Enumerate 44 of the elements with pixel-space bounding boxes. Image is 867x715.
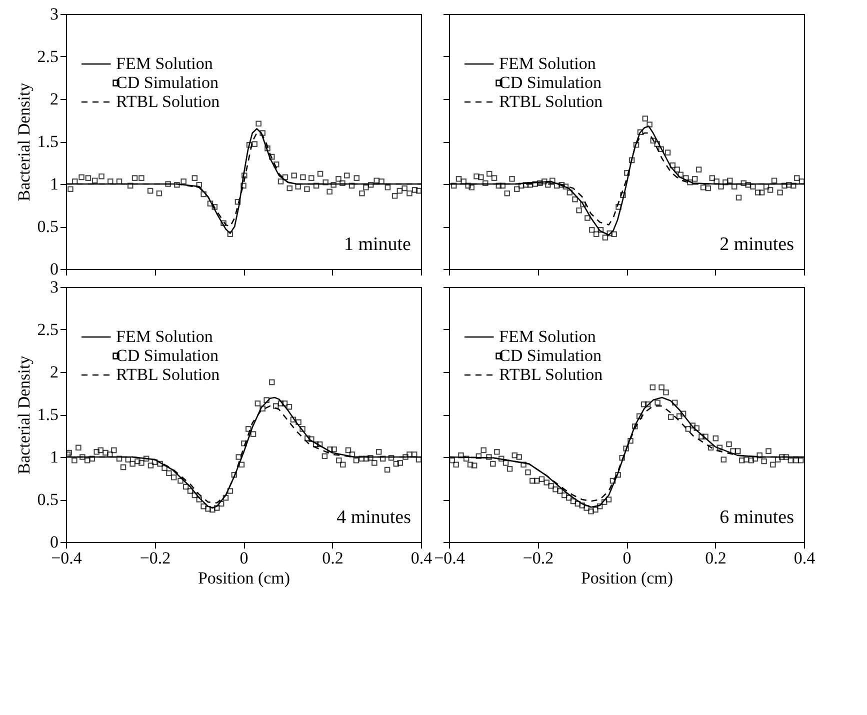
y-tick-label: 3	[50, 4, 58, 24]
y-tick-label: 3	[50, 278, 58, 296]
x-tick-label: 0	[240, 548, 248, 568]
y-tick-label: 0.5	[37, 490, 58, 509]
y-axis-title: Bacterial Density	[14, 82, 34, 202]
y-tick-label: 1.5	[37, 132, 58, 151]
y-tick-label: 1	[50, 448, 58, 466]
annotation: 4 minutes	[336, 507, 411, 528]
x-axis-title: Position (cm)	[198, 568, 290, 588]
x-tick-label: −0.4	[51, 548, 82, 568]
y-tick-label: 2.5	[37, 320, 58, 339]
legend-label: CD Simulation	[116, 73, 219, 92]
x-tick-label: −0.2	[140, 548, 171, 568]
legend-label: FEM Solution	[499, 54, 596, 73]
annotation: 1 minute	[344, 234, 411, 255]
y-tick-label: 0.5	[37, 217, 58, 236]
x-tick-label: 0.4	[410, 548, 433, 568]
annotation: 2 minutes	[720, 234, 794, 255]
legend-label: CD Simulation	[116, 346, 219, 365]
x-tick-label: −0.4	[434, 548, 466, 568]
x-tick-label: 0	[622, 548, 632, 568]
legend-label: CD Simulation	[499, 346, 602, 365]
legend-label: RTBL Solution	[116, 365, 220, 384]
y-tick-label: 1	[50, 174, 58, 194]
legend-label: RTBL Solution	[499, 365, 604, 384]
y-tick-label: 2	[50, 90, 58, 108]
y-tick-label: 0	[50, 260, 58, 278]
y-tick-label: 2	[50, 362, 58, 382]
x-tick-label: 0.2	[322, 548, 344, 568]
y-tick-label: 2.5	[37, 47, 58, 66]
y-axis-title: Bacterial Density	[14, 355, 34, 474]
x-tick-label: 0.2	[705, 548, 726, 568]
x-axis-title: Position (cm)	[580, 568, 674, 588]
annotation: 6 minutes	[720, 507, 794, 528]
x-tick-label: −0.2	[522, 548, 554, 568]
legend-label: RTBL Solution	[116, 92, 220, 111]
legend-label: FEM Solution	[116, 54, 214, 73]
y-tick-label: 0	[50, 532, 58, 552]
legend-label: RTBL Solution	[499, 92, 604, 111]
x-tick-label: 0.4	[794, 548, 816, 568]
y-tick-label: 1.5	[37, 405, 58, 424]
legend-label: CD Simulation	[499, 73, 602, 92]
legend-label: FEM Solution	[499, 327, 596, 346]
legend-label: FEM Solution	[116, 327, 214, 346]
